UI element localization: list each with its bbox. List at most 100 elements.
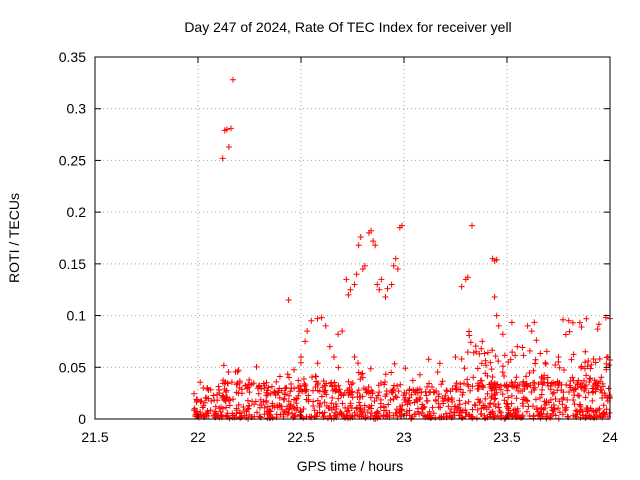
data-point xyxy=(437,404,444,411)
data-point xyxy=(246,376,253,383)
data-point xyxy=(255,390,262,397)
data-point xyxy=(236,409,243,416)
plot-frame xyxy=(94,56,611,420)
data-point xyxy=(402,365,409,372)
data-point xyxy=(578,323,585,330)
x-tick-label: 24 xyxy=(602,429,618,445)
data-point xyxy=(204,407,211,414)
data-point xyxy=(488,394,495,401)
data-point xyxy=(233,407,240,414)
data-point xyxy=(443,387,450,394)
data-point xyxy=(197,379,204,386)
data-point xyxy=(478,360,485,367)
data-point xyxy=(586,379,593,386)
data-point xyxy=(597,378,604,385)
data-point xyxy=(531,386,538,393)
data-point xyxy=(472,343,479,350)
data-point xyxy=(474,365,481,372)
data-point xyxy=(597,386,604,393)
data-point xyxy=(304,328,311,335)
data-point xyxy=(291,405,298,412)
data-point xyxy=(480,384,487,391)
data-point xyxy=(275,389,282,396)
data-point xyxy=(587,405,594,412)
data-point xyxy=(549,390,556,397)
data-point xyxy=(391,382,398,389)
data-point xyxy=(273,378,280,385)
data-point xyxy=(491,414,498,421)
data-point xyxy=(577,364,584,371)
data-point xyxy=(578,363,585,370)
data-point xyxy=(449,385,456,392)
data-point xyxy=(545,382,552,389)
data-point xyxy=(532,356,539,363)
data-point xyxy=(462,413,469,420)
data-point xyxy=(290,396,297,403)
data-point xyxy=(590,356,597,363)
data-point xyxy=(523,408,530,415)
data-point xyxy=(489,374,496,381)
data-point xyxy=(570,351,577,358)
data-point xyxy=(432,414,439,421)
data-point xyxy=(577,402,584,409)
y-tick-label: 0 xyxy=(78,411,86,427)
data-point xyxy=(514,383,521,390)
data-point xyxy=(593,379,600,386)
data-point xyxy=(230,76,237,83)
data-point xyxy=(562,331,569,338)
data-point xyxy=(493,381,500,388)
data-point xyxy=(345,389,352,396)
data-point xyxy=(596,356,603,363)
data-point xyxy=(235,390,242,397)
data-point xyxy=(390,387,397,394)
data-point xyxy=(534,408,541,415)
data-point xyxy=(240,403,247,410)
data-point xyxy=(473,348,480,355)
data-point xyxy=(487,400,494,407)
data-point xyxy=(504,401,511,408)
data-point xyxy=(536,394,543,401)
data-point xyxy=(497,409,504,416)
y-tick-label: 0.2 xyxy=(67,204,87,220)
data-point xyxy=(445,396,452,403)
data-point xyxy=(224,412,231,419)
data-point xyxy=(605,385,612,392)
data-point xyxy=(491,293,498,300)
data-point xyxy=(570,396,577,403)
data-point xyxy=(592,408,599,415)
data-point xyxy=(444,388,451,395)
data-point xyxy=(518,415,525,422)
data-point xyxy=(515,408,522,415)
data-point xyxy=(461,380,468,387)
data-point xyxy=(423,392,430,399)
data-point xyxy=(514,343,521,350)
y-tick-label: 0.25 xyxy=(59,152,86,168)
data-point xyxy=(562,407,569,414)
data-point xyxy=(498,412,505,419)
data-point xyxy=(316,402,323,409)
data-point xyxy=(492,403,499,410)
data-point xyxy=(409,377,416,384)
data-point xyxy=(602,392,609,399)
data-point xyxy=(222,388,229,395)
data-point xyxy=(463,409,470,416)
data-point xyxy=(486,381,493,388)
data-point xyxy=(551,405,558,412)
data-point xyxy=(225,368,232,375)
data-point xyxy=(501,397,508,404)
data-point xyxy=(312,384,319,391)
data-point xyxy=(503,400,510,407)
data-point xyxy=(544,379,551,386)
data-point xyxy=(190,390,197,397)
data-point xyxy=(456,397,463,404)
data-point xyxy=(476,350,483,357)
data-point xyxy=(381,381,388,388)
data-point xyxy=(383,387,390,394)
data-point xyxy=(487,409,494,416)
x-axis-label: GPS time / hours xyxy=(297,458,404,474)
data-point xyxy=(526,369,533,376)
data-point xyxy=(465,398,472,405)
data-point xyxy=(364,388,371,395)
data-point xyxy=(328,379,335,386)
data-point xyxy=(349,394,356,401)
